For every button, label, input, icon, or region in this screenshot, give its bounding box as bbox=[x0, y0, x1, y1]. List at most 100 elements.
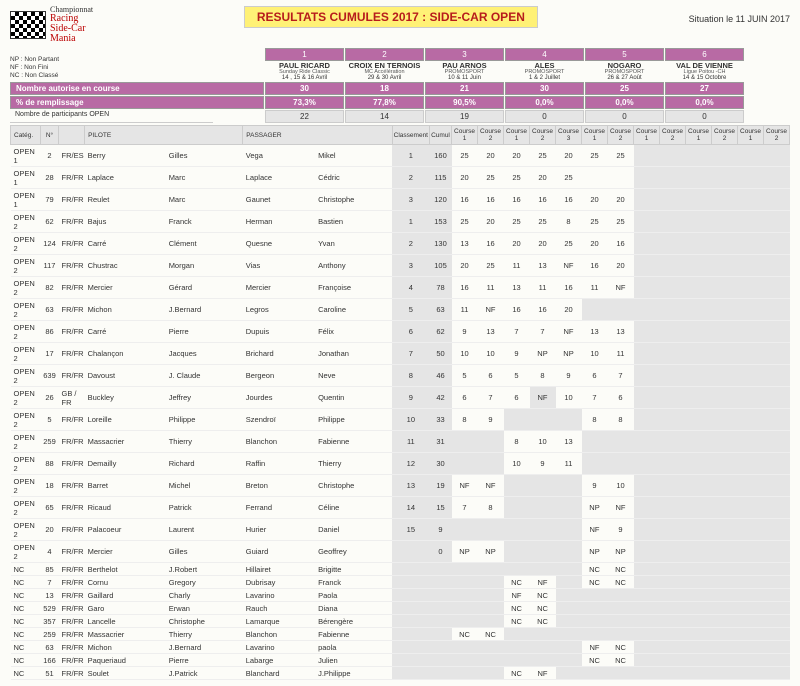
pct-cell: 90,5% bbox=[425, 96, 504, 109]
cell: Laplace bbox=[85, 167, 166, 189]
cell: 259 bbox=[41, 431, 59, 453]
results-table: Catég. N° PILOTE PASSAGER Classement Cum… bbox=[10, 125, 790, 680]
race-cell bbox=[452, 431, 478, 453]
cell: 8 bbox=[392, 365, 429, 387]
race-cell bbox=[660, 233, 686, 255]
event-date: 29 & 30 Avril bbox=[345, 75, 424, 81]
race-cell bbox=[530, 475, 556, 497]
race-cell bbox=[478, 431, 504, 453]
cell: FR/FR bbox=[59, 211, 85, 233]
cell: 33 bbox=[430, 409, 452, 431]
race-cell bbox=[478, 453, 504, 475]
race-cell bbox=[686, 576, 712, 589]
race-cell bbox=[634, 343, 660, 365]
table-row: OPEN 265FR/FRRicaudPatrickFerrandCéline1… bbox=[11, 497, 790, 519]
race-cell: 25 bbox=[478, 167, 504, 189]
cell bbox=[430, 576, 452, 589]
race-cell bbox=[556, 602, 582, 615]
race-cell bbox=[712, 453, 738, 475]
cell: Dubrisay bbox=[243, 576, 315, 589]
race-cell bbox=[582, 299, 608, 321]
cell: OPEN 2 bbox=[11, 233, 41, 255]
race-cell bbox=[608, 299, 634, 321]
race-cell bbox=[478, 667, 504, 680]
table-row: OPEN 179FR/FRReuletMarcGaunetChristophe3… bbox=[11, 189, 790, 211]
event-num: 6 bbox=[665, 48, 744, 61]
race-cell: NC bbox=[530, 589, 556, 602]
race-cell bbox=[686, 667, 712, 680]
cell: NC bbox=[11, 563, 41, 576]
race-cell bbox=[634, 563, 660, 576]
race-cell bbox=[764, 563, 790, 576]
race-cell bbox=[634, 615, 660, 628]
race-cell: 25 bbox=[608, 211, 634, 233]
cell: 26 bbox=[41, 387, 59, 409]
cell: 166 bbox=[41, 654, 59, 667]
cell: NC bbox=[11, 615, 41, 628]
race-cell bbox=[556, 497, 582, 519]
race-cell bbox=[738, 589, 764, 602]
th-cat: Catég. bbox=[11, 126, 41, 145]
race-cell: NC bbox=[530, 615, 556, 628]
race-cell: 8 bbox=[582, 409, 608, 431]
cell: Lamarque bbox=[243, 615, 315, 628]
race-cell bbox=[556, 576, 582, 589]
cell: 85 bbox=[41, 563, 59, 576]
cell: 5 bbox=[41, 409, 59, 431]
race-cell: NC bbox=[608, 654, 634, 667]
race-cell bbox=[712, 541, 738, 563]
race-cell bbox=[634, 277, 660, 299]
race-cell: 10 bbox=[504, 453, 530, 475]
race-cell bbox=[660, 602, 686, 615]
race-cell bbox=[634, 255, 660, 277]
race-cell: 10 bbox=[452, 343, 478, 365]
race-cell: 8 bbox=[608, 409, 634, 431]
race-cell bbox=[660, 667, 686, 680]
cell: Soulet bbox=[85, 667, 166, 680]
event-num: 4 bbox=[505, 48, 584, 61]
event-2: 2 CROIX EN TERNOIS MC Accélération 29 & … bbox=[345, 48, 424, 81]
race-cell: 25 bbox=[582, 211, 608, 233]
race-cell: 9 bbox=[504, 343, 530, 365]
race-cell: 8 bbox=[478, 497, 504, 519]
label-part: Nombre de participants OPEN bbox=[10, 110, 213, 123]
pct-cell: 0,0% bbox=[665, 96, 744, 109]
race-cell bbox=[582, 589, 608, 602]
race-cell bbox=[634, 589, 660, 602]
th-race: Course 2 bbox=[530, 126, 556, 145]
table-row: NC357FR/FRLancelleChristopheLamarqueBére… bbox=[11, 615, 790, 628]
event-date: 1 & 2 Juillet bbox=[505, 75, 584, 81]
race-cell bbox=[634, 654, 660, 667]
race-cell bbox=[738, 167, 764, 189]
race-cell bbox=[478, 576, 504, 589]
event-date: 14 , 15 & 16 Avril bbox=[265, 75, 344, 81]
race-cell: 11 bbox=[478, 277, 504, 299]
cell: Herman bbox=[243, 211, 315, 233]
race-cell bbox=[686, 431, 712, 453]
race-cell: 9 bbox=[478, 409, 504, 431]
cell: 124 bbox=[41, 233, 59, 255]
table-row: NC85FR/FRBerthelotJ.RobertHillairetBrigi… bbox=[11, 563, 790, 576]
race-cell bbox=[660, 211, 686, 233]
cell bbox=[430, 667, 452, 680]
cell: OPEN 2 bbox=[11, 255, 41, 277]
cell: 28 bbox=[41, 167, 59, 189]
race-cell bbox=[764, 321, 790, 343]
cell: Richard bbox=[166, 453, 243, 475]
race-cell bbox=[660, 167, 686, 189]
cell: 10 bbox=[392, 409, 429, 431]
race-cell bbox=[634, 431, 660, 453]
cell: 63 bbox=[430, 299, 452, 321]
cell: Félix bbox=[315, 321, 392, 343]
race-cell: NF bbox=[504, 589, 530, 602]
th-race: Course 2 bbox=[660, 126, 686, 145]
race-cell: 16 bbox=[478, 233, 504, 255]
race-cell: 20 bbox=[608, 189, 634, 211]
cell: FR/FR bbox=[59, 563, 85, 576]
race-cell bbox=[556, 589, 582, 602]
race-cell: NC bbox=[608, 563, 634, 576]
race-cell bbox=[660, 387, 686, 409]
race-cell: 25 bbox=[530, 211, 556, 233]
race-cell bbox=[686, 343, 712, 365]
race-cell bbox=[634, 475, 660, 497]
